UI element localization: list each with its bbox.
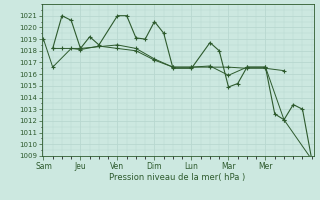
X-axis label: Pression niveau de la mer( hPa ): Pression niveau de la mer( hPa ) — [109, 173, 246, 182]
